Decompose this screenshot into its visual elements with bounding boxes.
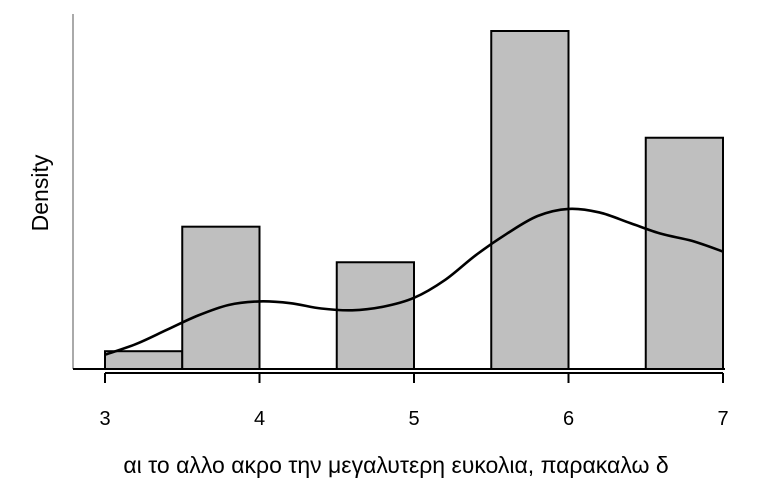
x-axis-title: αι το αλλο ακρο την μεγαλυτερη ευκολια, … [123,452,668,478]
x-axis-ticks: 3 4 5 6 7 [99,373,729,430]
density-curve [104,207,724,356]
histogram-bars [104,30,724,371]
histogram-bar [644,136,724,370]
x-tick-label: 4 [254,408,265,430]
x-tick-label: 3 [99,408,110,430]
histogram-bar [335,261,415,370]
histogram-bar [104,350,184,371]
histogram-bar [490,30,570,370]
histogram-bar [181,225,261,370]
x-tick-label: 6 [563,408,574,430]
y-axis-title: Density [27,154,53,231]
x-tick-label: 7 [717,408,728,430]
x-tick-label: 5 [408,408,419,430]
